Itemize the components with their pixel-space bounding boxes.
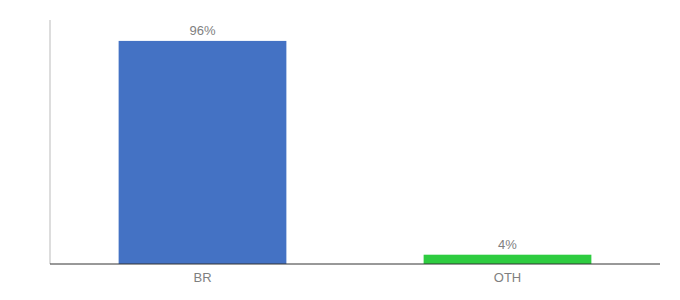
bar (424, 255, 592, 264)
chart-container: BR OTH 96% 4% (0, 0, 680, 300)
y-axis-line (50, 20, 51, 264)
x-tick-label: BR (193, 270, 211, 285)
bar (119, 41, 287, 264)
data-label: 4% (498, 237, 517, 252)
x-axis-line (50, 264, 660, 265)
chart-svg: BR OTH 96% 4% (0, 0, 680, 300)
x-tick-label: OTH (494, 270, 521, 285)
data-label: 96% (189, 23, 215, 38)
bars (119, 41, 592, 264)
